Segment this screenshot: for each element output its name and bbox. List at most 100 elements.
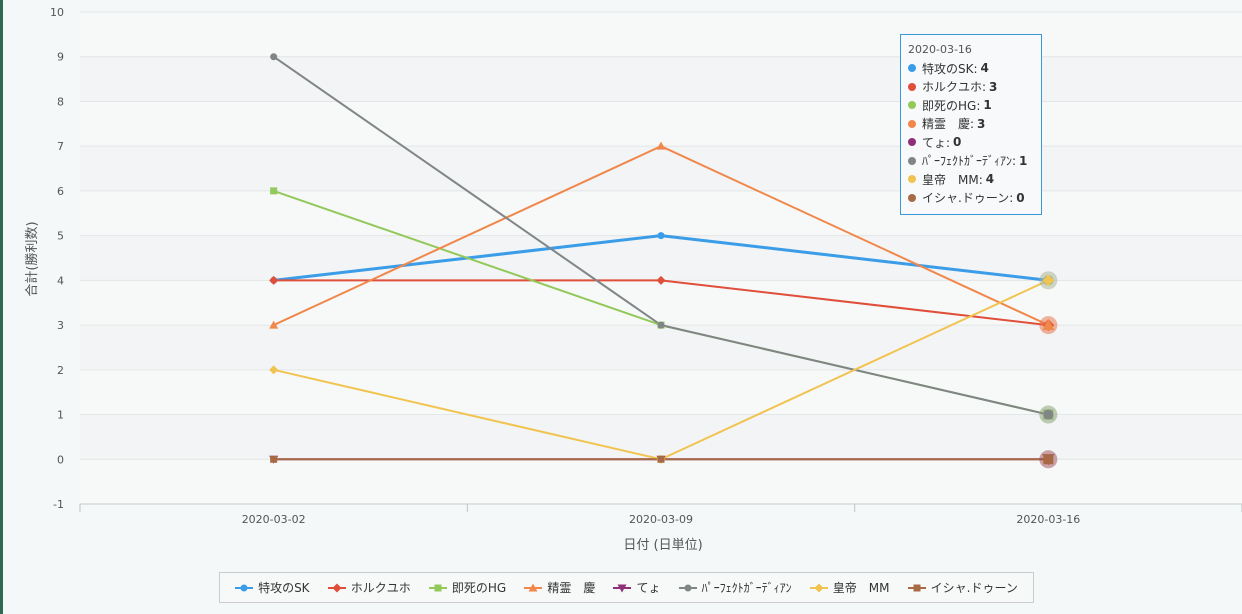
plot-band [80, 414, 1242, 460]
data-point[interactable] [270, 455, 278, 463]
plot-band [80, 280, 1242, 326]
y-tick-label: 7 [57, 140, 64, 153]
tooltip-row: 精霊 慶: 3 [908, 115, 1034, 134]
data-point[interactable] [1043, 409, 1054, 420]
tooltip-dot-icon [908, 101, 916, 110]
x-tick-label: 2020-03-02 [242, 513, 306, 526]
legend-label: 特攻のSK [258, 581, 310, 595]
y-tick-label: 5 [57, 230, 64, 243]
data-point[interactable] [1043, 454, 1054, 465]
y-tick-label: 8 [57, 95, 64, 108]
y-tick-label: 2 [57, 364, 64, 377]
data-point[interactable] [1042, 274, 1055, 287]
series-markers [269, 53, 1058, 469]
tooltip-row: ﾊﾟｰﾌｪｸﾄｶﾞｰﾃﾞｨｱﾝ: 1 [908, 152, 1034, 171]
legend-label: ホルクユホ [350, 581, 411, 595]
tooltip-dot-icon [908, 119, 916, 128]
data-point[interactable] [656, 141, 666, 150]
plot-band [80, 12, 1242, 57]
tooltip-dot-icon [908, 82, 916, 91]
legend-item[interactable]: 精霊 慶 [524, 579, 595, 596]
plot-band [80, 146, 1242, 191]
plot-band [80, 459, 1242, 504]
legend-label: てょ [636, 581, 661, 595]
y-tick-label: 1 [57, 409, 64, 422]
tooltip-value: 1 [983, 98, 992, 113]
legend-item[interactable]: ホルクユホ [327, 579, 411, 596]
tooltip-dot-icon [908, 64, 916, 73]
x-axis: 2020-03-02 2020-03-09 2020-03-16 [79, 503, 1242, 526]
plot-band [80, 56, 1242, 102]
data-point[interactable] [1042, 319, 1055, 331]
legend-item[interactable]: ﾊﾟｰﾌｪｸﾄｶﾞｰﾃﾞｨｱﾝ [678, 579, 792, 596]
legend-label: 即死のHG [451, 581, 507, 595]
y-tick-label: 9 [57, 51, 64, 64]
tooltip-dot-icon [908, 175, 916, 184]
tooltip-value: 4 [980, 61, 989, 76]
legend-marker-icon [907, 584, 926, 591]
tooltip-label: 皇帝 MM: [922, 172, 983, 187]
tooltip-date: 2020-03-16 [908, 43, 972, 56]
legend-label: 精霊 慶 [547, 581, 596, 595]
y-tick-label: 10 [50, 6, 64, 19]
tooltip-value: 1 [1019, 153, 1028, 168]
data-point[interactable] [657, 232, 665, 240]
legend-marker-icon [327, 583, 346, 592]
tooltip-row: 即死のHG: 1 [908, 96, 1034, 115]
data-point[interactable] [656, 275, 666, 285]
legend-marker [332, 583, 342, 592]
legend-marker [684, 584, 692, 591]
y-tick-label: 0 [57, 453, 64, 466]
legend-item[interactable]: 特攻のSK [235, 579, 310, 596]
data-point[interactable] [269, 320, 279, 329]
legend-label: 皇帝 MM [832, 581, 890, 595]
tooltip-label: 即死のHG: [922, 98, 981, 113]
legend-marker-icon [678, 584, 697, 591]
chart-tooltip: 2020-03-16 特攻のSK: 4 ホルクユホ: 3 即死のHG: 1 精霊 慶: 3 てょ… [900, 34, 1042, 215]
tooltip-label: 精霊 慶: [922, 117, 975, 132]
legend-marker-icon [613, 584, 632, 592]
tooltip-row: てょ: 0 [908, 133, 1034, 152]
legend-marker-icon [235, 584, 254, 591]
tooltip-dot-icon [908, 138, 916, 147]
data-point[interactable] [269, 365, 279, 375]
y-axis-title: 合計(勝利数) [24, 221, 40, 296]
legend-item[interactable]: 皇帝 MM [809, 579, 890, 596]
tooltip-value: 3 [977, 116, 986, 131]
legend-marker [814, 583, 824, 592]
tooltip-dot-icon [908, 156, 916, 165]
x-axis-title: 日付 (日単位) [623, 537, 702, 553]
data-point[interactable] [270, 187, 278, 195]
data-point[interactable] [270, 53, 278, 61]
x-tick-label: 2020-03-09 [629, 513, 693, 526]
plot-band [80, 235, 1242, 281]
y-tick-label: 3 [57, 319, 64, 332]
x-tick-label: 2020-03-16 [1016, 513, 1080, 526]
y-tick-label: -1 [53, 498, 64, 511]
y-tick-label: 4 [57, 274, 64, 287]
data-point[interactable] [657, 321, 665, 329]
left-edge-strip [0, 0, 3, 614]
plot-band [80, 325, 1242, 370]
data-point[interactable] [269, 275, 279, 285]
legend-item[interactable]: イシャ.ドゥーン [907, 579, 1018, 596]
legend-marker-icon [809, 583, 828, 592]
y-tick-label: 6 [57, 185, 64, 198]
tooltip-row: ホルクユホ: 3 [908, 78, 1034, 97]
tooltip-dot-icon [908, 193, 916, 202]
legend-item[interactable]: 即死のHG [428, 579, 507, 596]
tooltip-row: イシャ.ドゥーン: 0 [908, 189, 1034, 208]
tooltip-value: 4 [985, 172, 995, 187]
tooltip-label: ﾊﾟｰﾌｪｸﾄｶﾞｰﾃﾞｨｱﾝ: [922, 154, 1017, 169]
legend-label: ﾊﾟｰﾌｪｸﾄｶﾞｰﾃﾞｨｱﾝ [701, 581, 792, 595]
plot-band [80, 190, 1242, 236]
legend-marker-icon [524, 583, 543, 591]
legend-marker [913, 584, 921, 591]
legend-marker [528, 583, 538, 591]
legend-item[interactable]: てょ [613, 579, 661, 596]
legend-marker [434, 584, 442, 591]
plot-bands [80, 12, 1242, 504]
data-point[interactable] [657, 455, 665, 463]
